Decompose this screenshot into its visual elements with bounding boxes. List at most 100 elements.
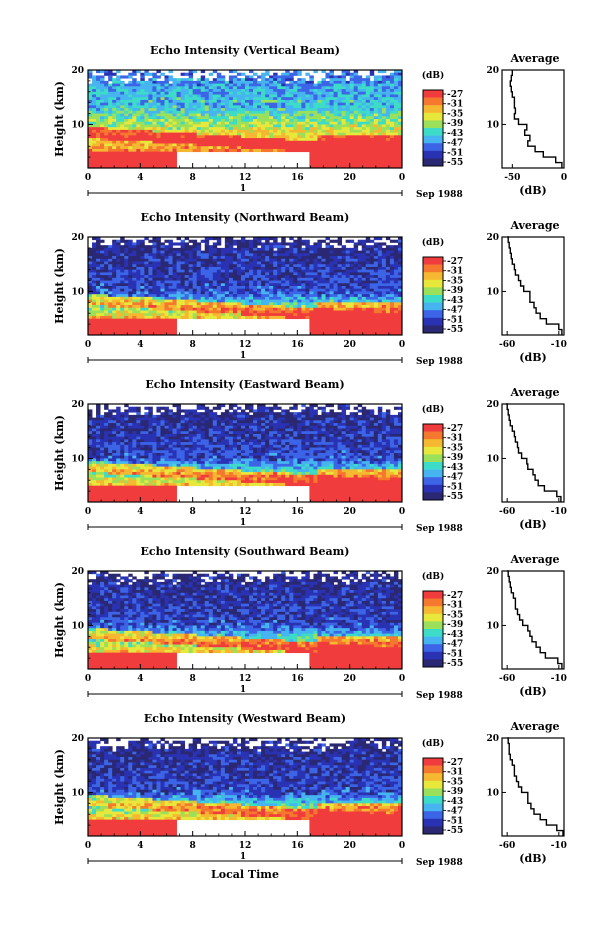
- heatmap-cell: [389, 277, 395, 281]
- heatmap-cell: [333, 315, 338, 320]
- heatmap-cell: [148, 78, 153, 82]
- heatmap-cell: [116, 135, 121, 139]
- heatmap-cell: [204, 310, 210, 314]
- heatmap-cell: [357, 83, 363, 87]
- heatmap-cell: [257, 113, 262, 117]
- heatmap-cell: [361, 256, 367, 260]
- heatmap-cell: [269, 283, 274, 287]
- heatmap-cell: [245, 283, 250, 287]
- heatmap-cell: [88, 288, 93, 292]
- heatmap-cell: [208, 105, 214, 109]
- heatmap-cell: [236, 97, 242, 101]
- heatmap-cell: [293, 124, 298, 128]
- heatmap-cell: [369, 110, 375, 114]
- heatmap-cell: [164, 113, 169, 117]
- heatmap-cell: [281, 310, 286, 314]
- heatmap-cell: [245, 105, 250, 109]
- heatmap-cell: [249, 86, 254, 90]
- heatmap-cell: [325, 288, 330, 292]
- heatmap-cell: [124, 256, 129, 260]
- heatmap-cell: [140, 277, 145, 281]
- heatmap-cell: [317, 94, 322, 98]
- heatmap-cell: [273, 99, 278, 104]
- heatmap-cell: [381, 247, 387, 252]
- heatmap-cell: [184, 110, 190, 114]
- heatmap-cell: [92, 299, 97, 303]
- heatmap-cell: [112, 275, 117, 279]
- heatmap-cell: [128, 99, 133, 104]
- heatmap-cell: [397, 99, 403, 104]
- heatmap-cell: [321, 94, 326, 98]
- heatmap-cell: [389, 102, 395, 106]
- heatmap-cell: [140, 291, 145, 295]
- heatmap-cell: [116, 94, 121, 98]
- heatmap-cell: [361, 296, 367, 301]
- heatmap-cell: [357, 266, 363, 271]
- heatmap-cell: [285, 132, 290, 136]
- heatmap-cell: [100, 286, 105, 290]
- heatmap-cell: [293, 143, 298, 147]
- heatmap-cell: [184, 143, 190, 147]
- heatmap-cell: [240, 269, 246, 273]
- heatmap-cell: [128, 299, 133, 303]
- heatmap-cell: [220, 121, 226, 125]
- heatmap-cell: [88, 256, 93, 260]
- heatmap-cell: [192, 99, 198, 104]
- heatmap-cell: [116, 318, 121, 322]
- heatmap-cell: [353, 72, 359, 76]
- heatmap-cell: [369, 86, 375, 90]
- heatmap-cell: [188, 99, 194, 104]
- heatmap-cell: [293, 89, 298, 93]
- heatmap-cell: [345, 140, 351, 144]
- heatmap-cell: [116, 258, 121, 262]
- heatmap-cell: [313, 315, 318, 320]
- heatmap-cell: [341, 102, 347, 106]
- heatmap-cell: [357, 313, 363, 317]
- heatmap-cell: [108, 296, 113, 301]
- heatmap-cell: [281, 305, 286, 309]
- heatmap-cell: [337, 326, 343, 330]
- heatmap-cell: [88, 86, 93, 90]
- profile-x-axis-label: (dB): [519, 184, 546, 197]
- heatmap-cell: [309, 261, 314, 265]
- heatmap-cell: [377, 324, 383, 328]
- heatmap-cell: [96, 110, 101, 114]
- heatmap-cell: [317, 305, 322, 309]
- heatmap-cell: [228, 294, 234, 298]
- heatmap-cell: [224, 247, 230, 252]
- heatmap-cell: [385, 296, 391, 301]
- heatmap-cell: [365, 286, 371, 290]
- heatmap-cell: [397, 286, 403, 290]
- heatmap-cell: [337, 146, 343, 150]
- heatmap-cell: [120, 253, 125, 257]
- heatmap-cell: [220, 116, 226, 120]
- heatmap-cell: [220, 97, 226, 101]
- heatmap-cell: [269, 258, 274, 262]
- heatmap-cell: [309, 132, 314, 136]
- heatmap-cell: [273, 146, 278, 150]
- heatmap-cell: [277, 310, 282, 314]
- heatmap-cell: [321, 102, 326, 106]
- heatmap-cell: [144, 275, 149, 279]
- heatmap-cell: [172, 135, 177, 139]
- heatmap-cell: [301, 253, 306, 257]
- heatmap-cell: [136, 280, 141, 284]
- heatmap-cell: [100, 253, 105, 257]
- colorbar-tick-label: -31: [447, 100, 463, 110]
- heatmap-cell: [156, 119, 161, 123]
- heatmap-cell: [232, 283, 238, 287]
- heatmap-cell: [325, 75, 330, 79]
- heatmap-cell: [180, 78, 186, 82]
- heatmap-cell: [120, 283, 125, 287]
- heatmap-cell: [180, 253, 186, 257]
- heatmap-cell: [297, 89, 302, 93]
- heatmap-cell: [228, 129, 234, 134]
- heatmap-cell: [257, 294, 262, 298]
- heatmap-cell: [124, 148, 129, 153]
- heatmap-cell: [321, 157, 326, 161]
- heatmap-cell: [305, 302, 310, 306]
- heatmap-cell: [353, 75, 359, 79]
- heatmap-cell: [152, 78, 157, 82]
- heatmap-cell: [168, 121, 173, 125]
- heatmap-cell: [269, 294, 274, 298]
